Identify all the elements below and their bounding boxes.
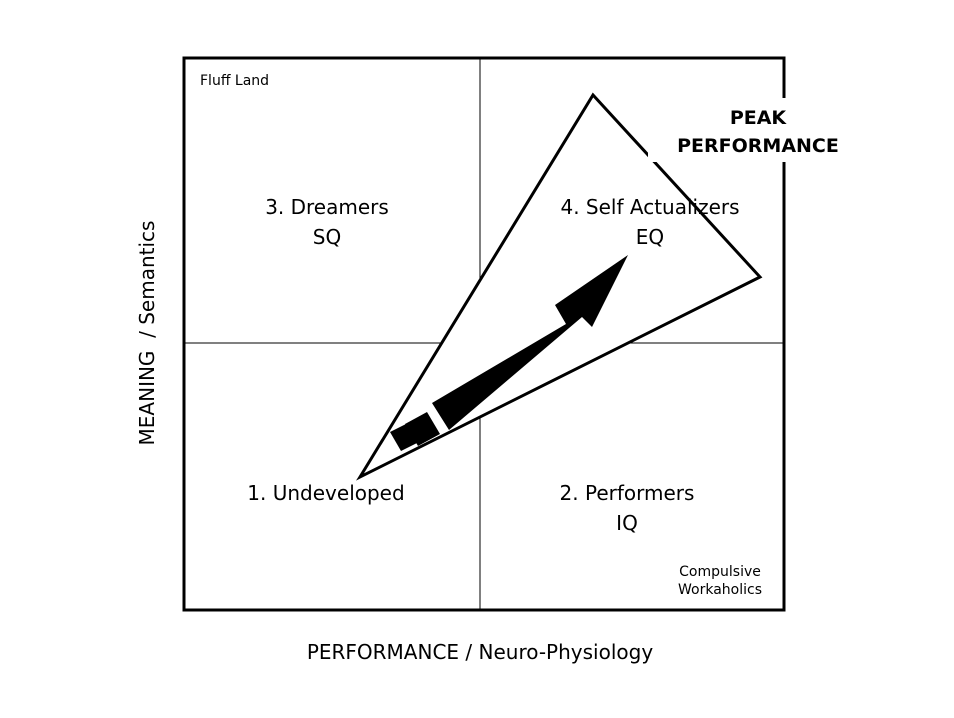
growth-arrow — [432, 255, 628, 430]
compulsive-note: Compulsive — [679, 564, 761, 580]
y-axis-label: MEANING / Semantics — [135, 221, 159, 446]
peak-label-background — [648, 98, 858, 162]
quadrant-2-title: 2. Performers — [560, 481, 695, 505]
peak-performance-wedge — [356, 92, 763, 481]
quadrant-3-sub: SQ — [313, 225, 341, 249]
quadrant-3-title: 3. Dreamers — [265, 195, 389, 219]
peak-label-line1: PEAK — [730, 107, 788, 129]
diagram-frame — [182, 56, 786, 612]
x-axis-label: PERFORMANCE / Neuro-Physiology — [307, 640, 654, 664]
quadrant-4-sub: EQ — [636, 225, 664, 249]
fluff-land-note: Fluff Land — [200, 73, 269, 89]
workaholics-note: Workaholics — [678, 582, 762, 598]
quadrant-1-title: 1. Undeveloped — [247, 481, 404, 505]
arrow-tail-tick-2 — [405, 412, 440, 446]
peak-label-line2: PERFORMANCE — [677, 135, 839, 157]
quadrant-4-title: 4. Self Actualizers — [560, 195, 739, 219]
quadrant-2-sub: IQ — [616, 511, 638, 535]
